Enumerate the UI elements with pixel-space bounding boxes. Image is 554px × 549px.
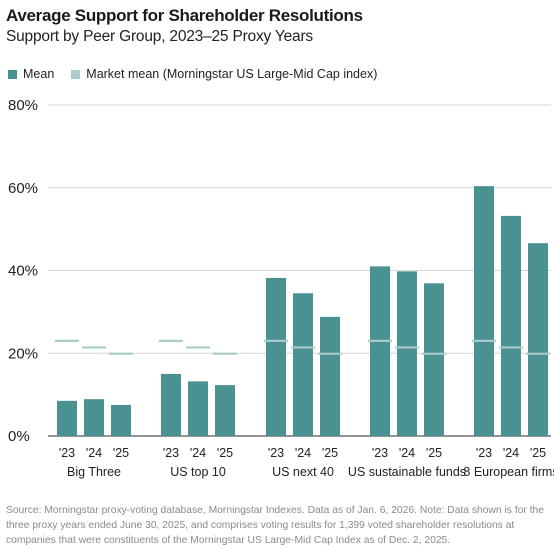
source-note: Source: Morningstar proxy-voting databas… <box>6 505 545 546</box>
chart-subtitle: Support by Peer Group, 2023–25 Proxy Yea… <box>6 28 313 45</box>
y-tick-label-80: 80% <box>8 97 38 114</box>
x-tick-label-3-1: '24 <box>399 446 415 460</box>
bar-3-1 <box>397 271 417 436</box>
legend-label-market-mean: Market mean (Morningstar US Large-Mid Ca… <box>86 67 378 81</box>
x-tick-label-3-2: '25 <box>426 446 442 460</box>
x-tick-label-1-1: '24 <box>190 446 206 460</box>
legend-swatch-market-mean <box>71 69 81 79</box>
x-tick-label-4-0: '23 <box>476 446 492 460</box>
legend-label-mean: Mean <box>23 67 55 81</box>
group-label-0: Big Three <box>67 465 121 479</box>
bar-4-0 <box>474 186 494 436</box>
bar-0-2 <box>111 404 131 436</box>
x-tick-label-0-2: '25 <box>113 446 129 460</box>
group-label-2: US next 40 <box>272 465 334 479</box>
bar-3-2 <box>424 283 444 436</box>
bar-4-2 <box>528 243 548 436</box>
legend-item-mean: Mean <box>8 67 54 81</box>
bar-1-1 <box>188 381 208 436</box>
x-tick-label-2-2: '25 <box>322 446 338 460</box>
y-tick-label-20: 20% <box>8 345 38 362</box>
group-label-3: US sustainable funds <box>348 465 466 479</box>
x-tick-label-0-0: '23 <box>59 446 75 460</box>
group-label-1: US top 10 <box>170 465 226 479</box>
bar-2-2 <box>320 316 340 436</box>
y-tick-label-40: 40% <box>8 263 38 280</box>
y-tick-label-60: 60% <box>8 180 38 197</box>
bar-3-0 <box>370 266 390 436</box>
x-tick-label-2-1: '24 <box>295 446 311 460</box>
x-tick-label-0-1: '24 <box>86 446 102 460</box>
group-label-4: 8 European firms <box>463 465 554 479</box>
x-tick-label-1-0: '23 <box>163 446 179 460</box>
bar-chart: 0% 20% 40% 60% 80% '23 '24 '25 Big Three '23 '24 '2… <box>8 97 554 479</box>
x-tick-label-4-2: '25 <box>530 446 546 460</box>
chart-legend: Mean Market mean (Morningstar US Large-M… <box>8 67 394 81</box>
legend-item-market-mean: Market mean (Morningstar US Large-Mid Ca… <box>71 67 377 81</box>
bar-0-1 <box>84 399 104 436</box>
x-tick-label-1-2: '25 <box>217 446 233 460</box>
x-tick-label-3-0: '23 <box>372 446 388 460</box>
bar-2-0 <box>266 277 286 436</box>
x-tick-label-2-0: '23 <box>268 446 284 460</box>
bar-0-0 <box>57 400 77 436</box>
x-tick-label-4-1: '24 <box>503 446 519 460</box>
y-tick-label-0: 0% <box>8 428 30 445</box>
bar-1-0 <box>161 373 181 436</box>
legend-swatch-mean <box>8 69 17 79</box>
bar-4-1 <box>501 215 521 436</box>
bar-2-1 <box>293 293 313 436</box>
chart-title: Average Support for Shareholder Resoluti… <box>6 6 363 25</box>
bar-1-2 <box>215 385 235 436</box>
